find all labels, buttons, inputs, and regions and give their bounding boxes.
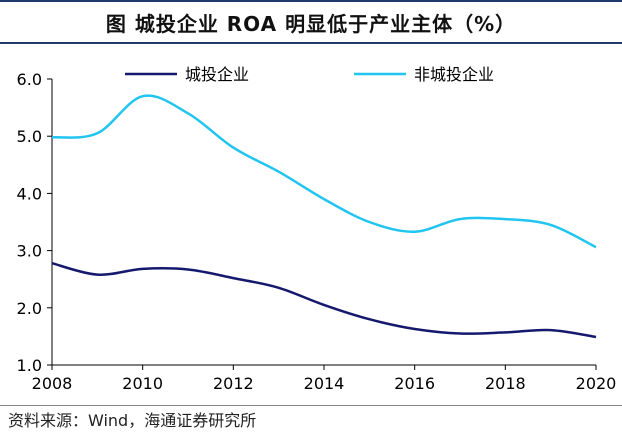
chart-title-bar: 图 城投企业 ROA 明显低于产业主体（%） <box>0 0 622 44</box>
y-tick-label: 4.0 <box>17 184 42 203</box>
line-chart: 1.0 2.0 3.0 4.0 5.0 6.0 2008 2010 2012 2014 2016 20… <box>17 65 617 393</box>
x-tick-label: 2012 <box>213 374 254 393</box>
y-tick-label: 2.0 <box>17 299 42 318</box>
series-line-chengtou <box>51 261 597 339</box>
x-tick-label: 2020 <box>576 374 617 393</box>
legend-label: 非城投企业 <box>414 65 494 84</box>
x-tick-label: 2010 <box>122 374 163 393</box>
chart-ticks: 1.0 2.0 3.0 4.0 5.0 6.0 2008 2010 2012 2014 2016 20… <box>17 70 617 393</box>
series-line-non-chengtou <box>51 94 597 249</box>
y-tick-label: 1.0 <box>17 356 42 375</box>
legend-label: 城投企业 <box>185 65 249 84</box>
x-tick-label: 2018 <box>485 374 526 393</box>
x-tick-label: 2008 <box>32 374 73 393</box>
chart-axes <box>51 79 596 366</box>
y-tick-label: 6.0 <box>17 70 42 89</box>
chart-legend: 城投企业 非城投企业 <box>125 65 494 84</box>
chart-series <box>51 94 597 339</box>
chart-title: 图 城投企业 ROA 明显低于产业主体（%） <box>105 11 517 36</box>
y-tick-label: 5.0 <box>17 127 42 146</box>
source-note: 资料来源：Wind，海通证券研究所 <box>0 405 622 439</box>
x-tick-label: 2014 <box>304 374 345 393</box>
y-tick-label: 3.0 <box>17 242 42 261</box>
x-tick-label: 2016 <box>394 374 435 393</box>
